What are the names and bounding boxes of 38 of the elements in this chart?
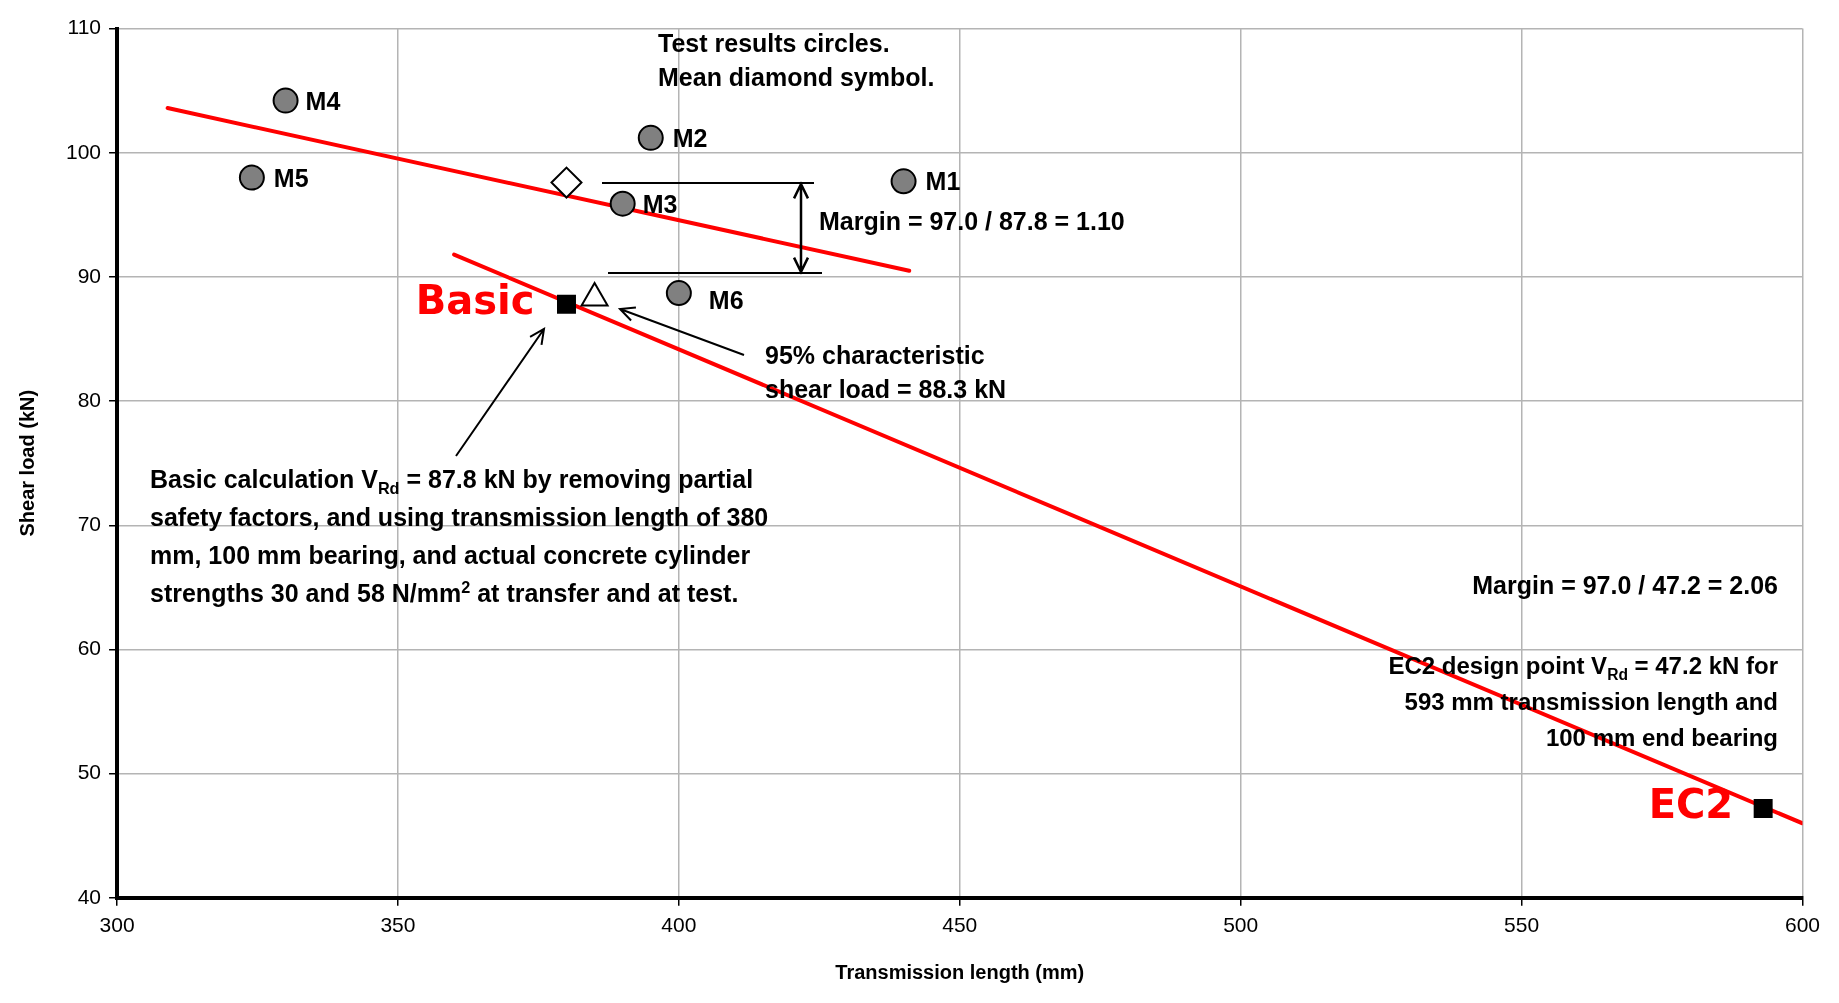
annotation: Basic calculation V$_{Rd}$ = 87.8 kN by removing partial safety factors, and using transmission length of 380 mm, 100 mm bearing, and actual concrete cylinder strengths 30 and 58 N/mm$^{2}$ at transfer and at test. [150, 464, 770, 609]
x-tick-label: 550 [1504, 913, 1540, 937]
point [1753, 798, 1773, 818]
x-tick-label: 500 [1223, 913, 1259, 937]
annotation: Test results circles. Mean diamond symbol. [658, 28, 936, 93]
y-tick-label: 80 [77, 387, 102, 411]
point [609, 190, 636, 217]
y-tick-label: 90 [77, 263, 102, 287]
x-tick-label: 300 [99, 913, 135, 937]
x-tick-label: 600 [1784, 913, 1820, 937]
annotation: M6 [708, 285, 744, 316]
point [238, 164, 265, 191]
point [890, 168, 917, 195]
y-tick-label: 110 [67, 15, 102, 39]
x-tick-label: 450 [942, 913, 978, 937]
annotation: EC2 [1648, 781, 1734, 828]
annotation: M2 [672, 122, 708, 153]
y-tick-label: 40 [77, 884, 102, 908]
point [665, 280, 692, 307]
y-tick-label: 100 [65, 139, 102, 163]
y-tick-label: 70 [77, 512, 102, 536]
point [550, 166, 583, 199]
annotation: M3 [642, 188, 678, 219]
x-tick-label: 400 [661, 913, 697, 937]
point [272, 87, 299, 114]
annotation: Margin = 97.0 / 47.2 = 2.06 [1471, 570, 1778, 600]
annotation: Basic [415, 277, 535, 324]
y-tick-label: 60 [77, 636, 102, 660]
y-axis-title: Shear load (kN) [15, 389, 38, 537]
point [557, 294, 576, 314]
annotation: M4 [305, 85, 341, 116]
x-axis-title: Transmission length (mm) [835, 960, 1085, 983]
annotation: M1 [925, 166, 961, 197]
annotation: Margin = 97.0 / 87.8 = 1.10 [819, 206, 1125, 236]
point [637, 124, 664, 151]
annotation: M5 [273, 162, 309, 193]
y-tick-label: 50 [77, 760, 102, 784]
x-tick-label: 350 [380, 913, 416, 937]
